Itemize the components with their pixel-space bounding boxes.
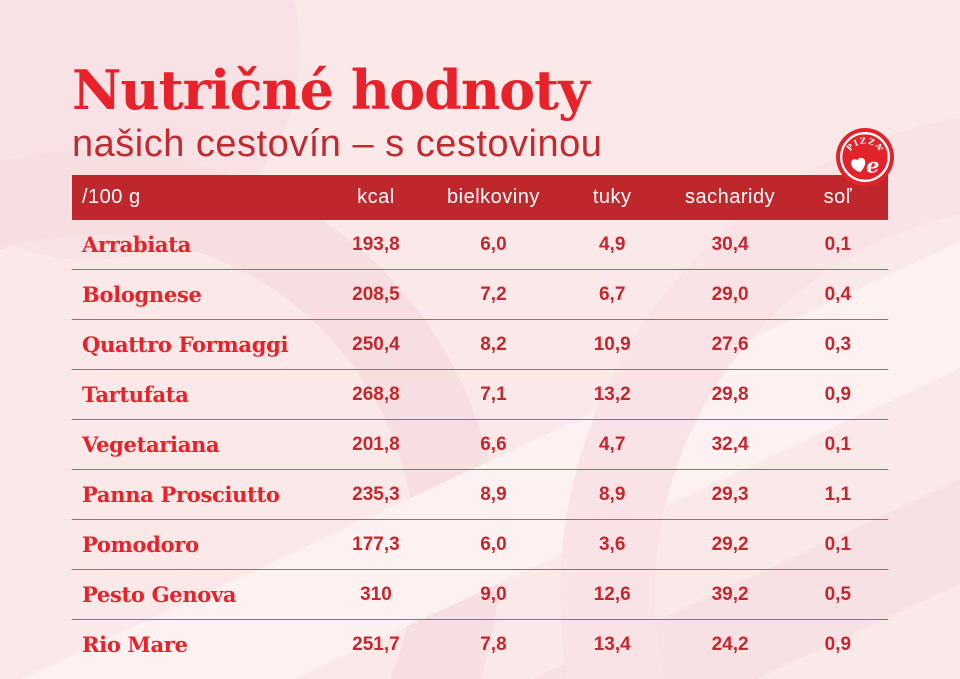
table-row: Bolognese 208,5 7,2 6,7 29,0 0,4 (72, 269, 888, 320)
value-bielkoviny: 9,0 (435, 569, 552, 620)
table-row: Vegetariana 201,8 6,6 4,7 32,4 0,1 (72, 419, 888, 470)
value-tuky: 13,4 (593, 633, 631, 655)
value-sacharidy: 39,2 (672, 569, 788, 620)
table-header-row: /100 g kcal bielkoviny tuky sacharidy so… (72, 175, 888, 220)
logo-script-e: e (866, 153, 879, 178)
table-row: Rio Mare 251,7 7,8 13,4 24,2 0,9 (72, 620, 888, 670)
column-header-kcal: kcal (316, 175, 436, 220)
value-sacharidy: 30,4 (672, 220, 788, 270)
column-header-bielkoviny: bielkoviny (435, 175, 552, 220)
value-kcal: 268,8 (316, 369, 436, 420)
table-row: Pesto Genova 310 9,0 12,6 39,2 0,5 (72, 569, 888, 620)
value-kcal: 250,4 (316, 319, 436, 370)
table-row: Panna Prosciutto 235,3 8,9 8,9 29,3 1,1 (72, 469, 888, 520)
value-kcal: 310 (316, 569, 436, 620)
value-sacharidy: 29,8 (672, 369, 788, 420)
value-bielkoviny: 7,1 (435, 369, 552, 420)
value-kcal: 208,5 (316, 269, 436, 320)
value-bielkoviny: 6,0 (435, 519, 552, 570)
value-bielkoviny: 7,8 (480, 633, 507, 655)
table-row: Pomodoro 177,3 6,0 3,6 29,2 0,1 (72, 519, 888, 570)
column-header-tuky: tuky (551, 175, 673, 220)
value-sacharidy: 24,2 (711, 633, 749, 655)
value-kcal: 177,3 (316, 519, 436, 570)
dish-name: Tartufata (72, 369, 317, 420)
table-row: Quattro Formaggi 250,4 8,2 10,9 27,6 0,3 (72, 319, 888, 370)
value-bielkoviny: 8,9 (435, 469, 552, 520)
value-bielkoviny: 8,2 (435, 319, 552, 370)
value-tuky: 3,6 (551, 519, 673, 570)
page-subtitle: našich cestovín – s cestovinou (72, 123, 603, 165)
value-tuky: 4,9 (551, 220, 673, 270)
value-tuky: 6,7 (551, 269, 673, 320)
nutrition-table: /100 g kcal bielkoviny tuky sacharidy so… (72, 175, 888, 669)
value-bielkoviny: 7,2 (435, 269, 552, 320)
value-sol: 0,9 (824, 633, 852, 655)
value-bielkoviny: 6,0 (435, 220, 552, 270)
table-row: Tartufata 268,8 7,1 13,2 29,8 0,9 (72, 369, 888, 420)
value-sacharidy: 32,4 (672, 419, 788, 470)
dish-name: Pomodoro (72, 519, 317, 570)
value-tuky: 4,7 (551, 419, 673, 470)
value-sacharidy: 29,0 (672, 269, 788, 320)
value-sol: 1,1 (787, 469, 888, 520)
value-tuky: 13,2 (551, 369, 673, 420)
column-header-sacharidy: sacharidy (672, 175, 788, 220)
value-sol: 0,1 (787, 419, 888, 470)
value-kcal: 235,3 (316, 469, 436, 520)
page-title: Nutričné hodnoty (72, 58, 589, 122)
value-sol: 0,5 (787, 569, 888, 620)
value-sol: 0,3 (787, 319, 888, 370)
dish-name: Panna Prosciutto (72, 469, 317, 520)
value-sacharidy: 29,2 (672, 519, 788, 570)
value-tuky: 12,6 (551, 569, 673, 620)
value-tuky: 10,9 (551, 319, 673, 370)
pizzame-logo-icon: PIZZA ® e (836, 128, 894, 186)
value-kcal: 201,8 (316, 419, 436, 470)
value-sacharidy: 29,3 (672, 469, 788, 520)
dish-name: Quattro Formaggi (72, 319, 317, 370)
nutrition-table-body: Arrabiata 193,8 6,0 4,9 30,4 0,1 Bologne… (72, 220, 888, 669)
dish-name: Rio Mare (82, 632, 188, 657)
dish-name: Vegetariana (72, 419, 317, 470)
dish-name: Arrabiata (72, 220, 317, 270)
value-tuky: 8,9 (551, 469, 673, 520)
logo-registered-mark: ® (880, 145, 884, 151)
value-sacharidy: 27,6 (672, 319, 788, 370)
dish-name: Pesto Genova (72, 569, 317, 620)
value-kcal: 193,8 (316, 220, 436, 270)
column-header-per-100g: /100 g (72, 175, 317, 220)
value-sol: 0,1 (787, 519, 888, 570)
dish-name: Bolognese (72, 269, 317, 320)
value-kcal: 251,7 (352, 633, 400, 655)
value-sol: 0,1 (787, 220, 888, 270)
value-bielkoviny: 6,6 (435, 419, 552, 470)
table-row: Arrabiata 193,8 6,0 4,9 30,4 0,1 (72, 220, 888, 270)
value-sol: 0,4 (787, 269, 888, 320)
value-sol: 0,9 (787, 369, 888, 420)
